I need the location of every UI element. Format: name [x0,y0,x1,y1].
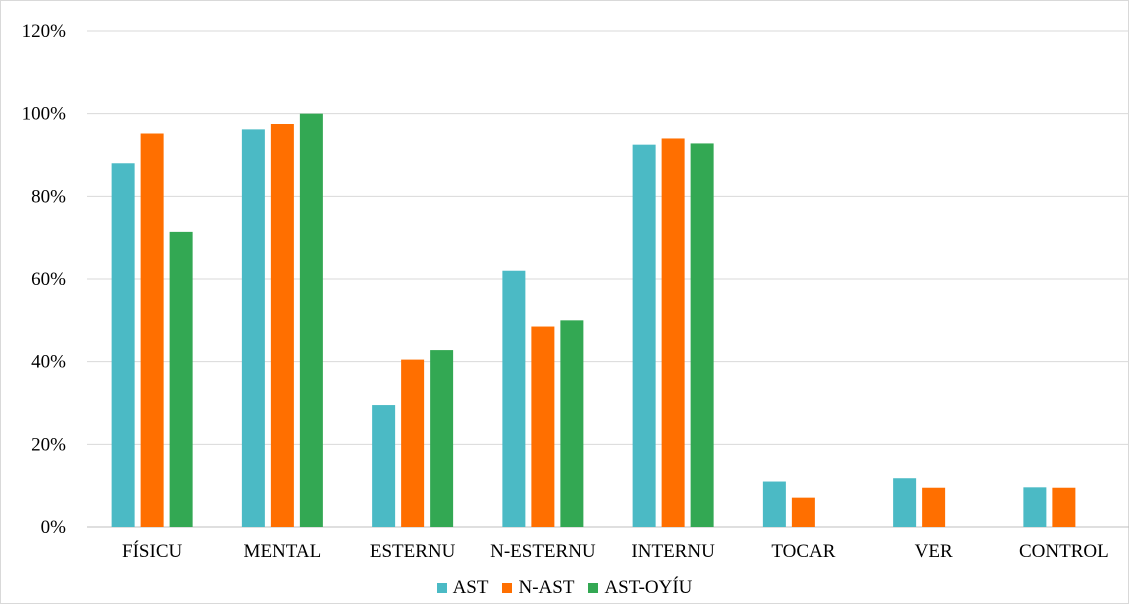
bar-n-ast-7 [1052,487,1076,527]
bar-ast-1 [241,129,265,527]
x-tick-label: MENTAL [244,541,322,562]
legend-item-ast-oyiu: AST-OYÍU [588,577,692,599]
bar-n-ast-1 [270,124,294,527]
legend-label-ast: AST [452,577,489,598]
bar-ast-0 [111,163,135,527]
y-tick-label: 100% [22,104,67,125]
y-tick-label: 40% [31,352,66,373]
x-tick-label: CONTROL [1019,541,1109,562]
legend-label-ast-oyiu: AST-OYÍU [604,577,693,598]
legend: AST N-AST AST-OYÍU [0,574,1129,602]
bar-n-ast-0 [140,133,164,528]
x-tick-label: N-ESTERNU [490,541,596,562]
x-tick-label: VER [915,541,953,562]
y-tick-label: 80% [31,186,66,207]
bars [111,113,1076,528]
x-tick-label: TOCAR [771,541,835,562]
bar-ast-3 [502,270,526,527]
legend-item-ast: AST [436,577,489,599]
x-axis-ticks: FÍSICU MENTAL ESTERNU N-ESTERNU INTERNU TOCAR… [122,540,1109,562]
bar-n-ast-3 [531,326,555,527]
x-tick-label: FÍSICU [122,540,182,562]
legend-swatch-n-ast [502,583,513,593]
bar-n-ast-4 [661,138,685,527]
bar-n-ast-6 [922,487,946,527]
bar-ast-oy-u-4 [690,143,714,527]
legend-swatch-ast-oyiu [588,583,599,593]
bar-ast-5 [762,481,786,527]
bar-n-ast-2 [401,359,425,527]
y-tick-label: 0% [41,517,67,538]
bar-ast-oy-u-0 [169,231,193,527]
y-tick-label: 20% [31,434,66,455]
x-tick-label: INTERNU [631,541,715,562]
legend-item-n-ast: N-AST [502,577,574,599]
bar-ast-oy-u-2 [430,350,454,527]
legend-swatch-ast [436,583,447,593]
bar-ast-6 [893,478,917,527]
bar-ast-7 [1023,487,1047,527]
y-tick-label: 120% [22,21,67,42]
bar-ast-oy-u-3 [560,320,584,527]
legend-label-n-ast: N-AST [518,577,575,598]
bar-ast-oy-u-1 [299,113,323,528]
bar-n-ast-5 [791,497,815,527]
y-tick-label: 60% [31,269,66,290]
y-axis-ticks: 0% 20% 40% 60% 80% 100% 120% [22,21,67,538]
bar-ast-2 [372,405,396,527]
bar-ast-4 [632,144,656,527]
x-tick-label: ESTERNU [370,541,456,562]
